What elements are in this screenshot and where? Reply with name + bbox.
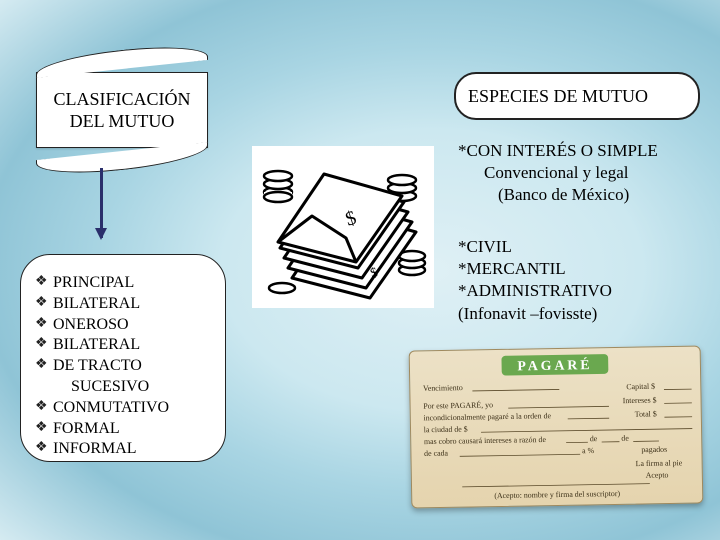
banner-line1: CLASIFICACIÓN — [37, 88, 207, 111]
list-item: ❖BILATERAL — [35, 294, 215, 315]
bullet-icon: ❖ — [35, 315, 53, 333]
species-line: (Infonavit –fovisste) — [458, 303, 708, 325]
classification-list-card: ❖PRINCIPAL ❖BILATERAL ❖ONEROSO ❖BILATERA… — [20, 254, 226, 462]
list-item: ❖FORMAL — [35, 419, 215, 440]
pagare-document: PAGARÉ Vencimiento Capital $ Intereses $… — [409, 345, 704, 508]
bullet-icon: ❖ — [35, 273, 53, 291]
species-header: ESPECIES DE MUTUO — [454, 72, 700, 120]
species-line: *MERCANTIL — [458, 258, 708, 280]
bullet-icon: ❖ — [35, 398, 53, 416]
svg-text:de cada: de cada — [424, 449, 448, 458]
svg-text:a %: a % — [582, 446, 595, 455]
bullet-icon: ❖ — [35, 419, 53, 437]
list-item: ❖CONMUTATIVO — [35, 398, 215, 419]
svg-text:mas cobro causará intereses a: mas cobro causará intereses a razón de — [424, 435, 547, 446]
svg-text:PAGARÉ: PAGARÉ — [517, 356, 592, 373]
list-item: ❖DE TRACTOSUCESIVO — [35, 356, 215, 398]
species-line: *CIVIL — [458, 236, 708, 258]
bullet-icon: ❖ — [35, 439, 53, 457]
down-arrow-icon — [100, 168, 103, 238]
svg-text:de: de — [590, 434, 598, 443]
list-item: ❖PRINCIPAL — [35, 273, 215, 294]
svg-text:(Acepto: nombre y firma del su: (Acepto: nombre y firma del suscriptor) — [494, 489, 620, 500]
bullet-icon: ❖ — [35, 356, 53, 374]
species-header-text: ESPECIES DE MUTUO — [468, 86, 648, 107]
svg-text:pagados: pagados — [641, 445, 667, 454]
svg-text:la ciudad de $: la ciudad de $ — [424, 425, 468, 435]
svg-text:Intereses $: Intereses $ — [623, 396, 657, 406]
svg-text:Total $: Total $ — [635, 409, 657, 418]
svg-text:incondicionalmente pagaré a la: incondicionalmente pagaré a la orden de — [423, 411, 551, 422]
species-line: Convencional y legal — [484, 162, 708, 184]
species-line: (Banco de México) — [498, 184, 708, 206]
banner-line2: DEL MUTUO — [37, 110, 207, 133]
bullet-icon: ❖ — [35, 335, 53, 353]
list-item: ❖BILATERAL — [35, 335, 215, 356]
list-item: ❖INFORMAL — [35, 439, 215, 460]
svg-text:Por este PAGARÉ, yo: Por este PAGARÉ, yo — [423, 399, 493, 410]
svg-text:Acepto: Acepto — [646, 470, 669, 479]
classification-list: ❖PRINCIPAL ❖BILATERAL ❖ONEROSO ❖BILATERA… — [35, 273, 215, 460]
svg-text:Capital $: Capital $ — [626, 382, 655, 391]
list-item: ❖ONEROSO — [35, 315, 215, 336]
svg-text:La firma al pie: La firma al pie — [636, 458, 683, 468]
species-line: *CON INTERÉS O SIMPLE — [458, 140, 708, 162]
species-line: *ADMINISTRATIVO — [458, 280, 708, 302]
bullet-icon: ❖ — [35, 294, 53, 312]
field-label: Vencimiento — [423, 383, 463, 393]
svg-text:de: de — [621, 434, 629, 443]
classification-banner: CLASIFICACIÓN DEL MUTUO — [36, 72, 208, 148]
species-text: *CON INTERÉS O SIMPLE Convencional y leg… — [458, 140, 708, 325]
money-coins-icon: $ $ — [252, 146, 434, 308]
